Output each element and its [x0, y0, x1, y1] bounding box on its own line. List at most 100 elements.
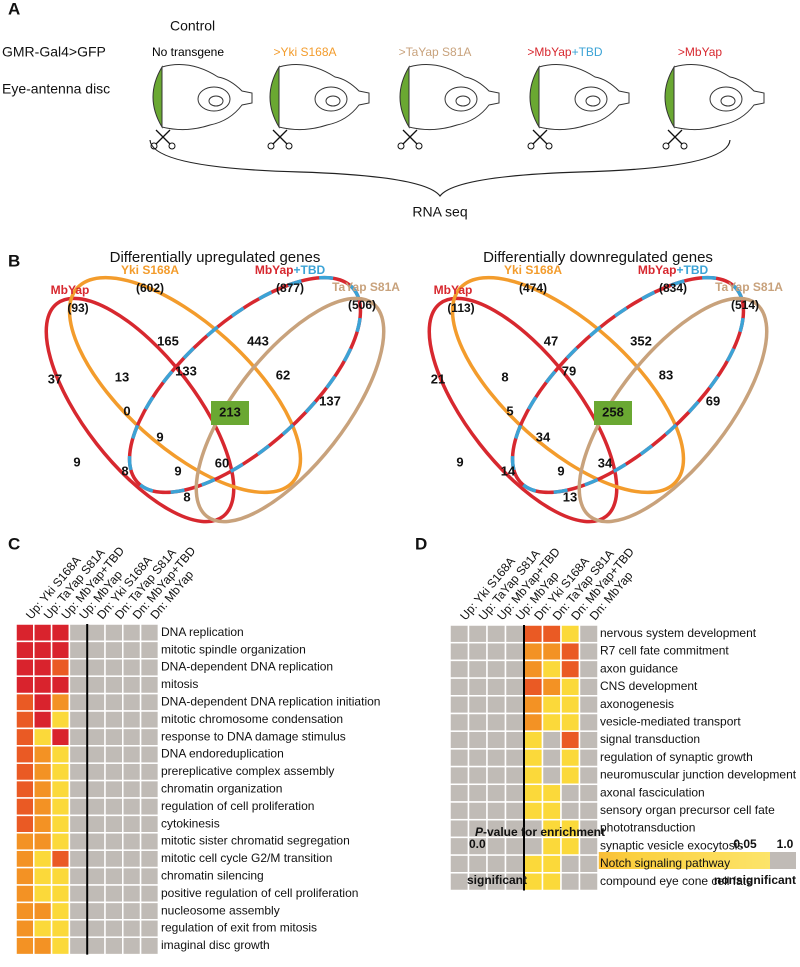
- disc-ring: [574, 86, 608, 112]
- heat-cell: [50, 866, 71, 886]
- heat-cell: [449, 748, 470, 768]
- set-count: (834): [659, 281, 687, 295]
- condition-label-part: >MbYap: [527, 45, 571, 59]
- row-label: positive regulation of cell proliferatio…: [161, 886, 358, 900]
- heat-cell: [104, 936, 124, 956]
- heat-cell: [467, 854, 488, 874]
- heat-cell: [50, 727, 71, 747]
- heat-cell: [86, 832, 106, 851]
- heat-cell: [560, 677, 581, 697]
- heat-cell: [68, 762, 88, 782]
- heat-cell: [15, 640, 35, 660]
- heat-cell: [578, 748, 599, 768]
- heat-cell: [50, 779, 71, 799]
- region-count: 21: [431, 371, 445, 386]
- condition-label: >MbYap+TBD: [527, 45, 602, 59]
- heat-cell: [68, 727, 88, 747]
- heat-cell: [523, 748, 544, 768]
- heat-cell: [541, 801, 562, 821]
- heat-cell: [486, 748, 507, 768]
- condition-label: No transgene: [152, 45, 224, 59]
- heat-cell: [86, 640, 106, 660]
- heat-cell: [578, 641, 599, 662]
- set-name-part: TaYap S81A: [332, 280, 400, 294]
- region-count: 8: [183, 489, 190, 504]
- heat-cell: [560, 854, 581, 874]
- heat-cell: [504, 765, 525, 786]
- scissors-handle: [415, 142, 423, 150]
- legend-title-part: -value for enrichment: [483, 825, 605, 839]
- heat-cell: [15, 919, 35, 938]
- heat-cell: [139, 640, 160, 660]
- heat-cell: [560, 624, 581, 644]
- row-label: DNA replication: [161, 625, 244, 639]
- heat-cell: [104, 640, 124, 660]
- heat-cell: [104, 710, 124, 730]
- heat-cell: [104, 919, 124, 938]
- heat-cell: [578, 730, 599, 750]
- heat-cell: [449, 872, 470, 892]
- region-count: 13: [115, 369, 129, 384]
- heat-cell: [33, 727, 53, 747]
- control-label: Control: [170, 18, 215, 34]
- legend-title-part: P: [475, 825, 484, 839]
- heat-cell: [541, 695, 562, 715]
- heat-cell: [86, 849, 106, 869]
- heat-cell: [139, 814, 160, 834]
- heat-cell: [104, 675, 124, 695]
- row-label: phototransduction: [600, 821, 695, 835]
- heat-cell: [33, 919, 53, 938]
- heat-cell: [578, 836, 599, 856]
- row-label: mitotic chromosome condensation: [161, 712, 343, 726]
- disc-ring: [314, 86, 348, 112]
- condition-label-part: +TBD: [572, 45, 603, 59]
- heat-cell: [486, 641, 507, 662]
- heat-cell: [122, 692, 142, 712]
- heat-cell: [449, 730, 470, 750]
- heat-cell: [122, 901, 142, 921]
- scissors-handle: [545, 142, 553, 150]
- set-count: (113): [447, 301, 474, 315]
- heat-cell: [560, 801, 581, 821]
- region-count: 9: [174, 463, 181, 478]
- heat-cell: [467, 695, 488, 715]
- heat-cell: [50, 658, 71, 677]
- heat-cell: [33, 745, 53, 764]
- heat-cell: [104, 779, 124, 799]
- heat-cell: [139, 727, 160, 747]
- heat-cell: [86, 658, 106, 677]
- heat-cell: [122, 727, 142, 747]
- heat-cell: [68, 849, 88, 869]
- region-count: 9: [557, 463, 564, 478]
- heat-cell: [104, 814, 124, 834]
- set-count: (93): [67, 301, 88, 315]
- heat-cell: [449, 836, 470, 856]
- heat-cell: [104, 884, 124, 904]
- heat-cell: [122, 797, 142, 817]
- row-label: neuromuscular junction development: [600, 768, 797, 782]
- heat-cell: [15, 936, 35, 956]
- heat-cell: [139, 884, 160, 904]
- heat-cell: [68, 675, 88, 695]
- row-label: cytokinesis: [161, 816, 220, 830]
- row-label: R7 cell fate commitment: [600, 644, 729, 658]
- heat-cell: [541, 836, 562, 856]
- heat-cell: [541, 677, 562, 697]
- heat-cell: [139, 762, 160, 782]
- row-label: nervous system development: [600, 626, 757, 640]
- heat-cell: [68, 884, 88, 904]
- row-label: chromatin silencing: [161, 868, 264, 882]
- heat-cell: [486, 712, 507, 732]
- heat-cell: [449, 624, 470, 644]
- heat-cell: [504, 624, 525, 644]
- heat-cell: [15, 675, 35, 695]
- disc-ring: [720, 95, 736, 107]
- set-name: Yki S168A: [121, 263, 179, 277]
- condition-label-part: >Yki S168A: [273, 45, 336, 59]
- heat-cell: [15, 762, 35, 782]
- row-label: imaginal disc growth: [161, 938, 270, 952]
- heat-cell: [486, 695, 507, 715]
- heat-cell: [15, 623, 35, 643]
- heat-cell: [139, 866, 160, 886]
- region-count: 34: [536, 429, 551, 444]
